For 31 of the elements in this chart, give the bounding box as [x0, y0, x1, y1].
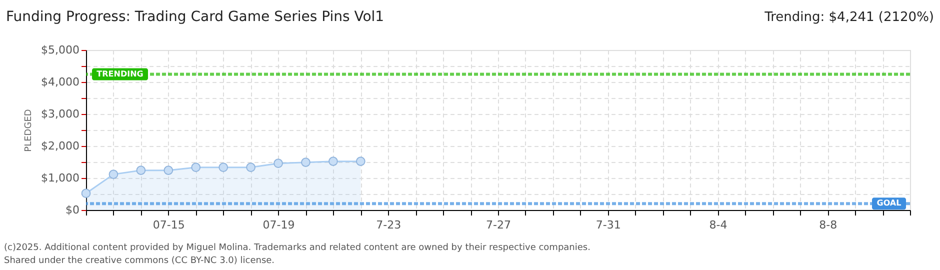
y-tick-label: $1,000 — [41, 172, 80, 184]
x-tick-label: 8-8 — [819, 218, 838, 232]
text: Shared under the creative commons (CC BY-NC 3.0) license. — [4, 256, 275, 266]
x-tick-label: 7-31 — [596, 218, 621, 232]
y-axis-title: PLEDGED — [24, 109, 34, 152]
point — [108, 170, 118, 179]
point — [356, 156, 366, 166]
x-tick-label: 07-15 — [152, 218, 185, 232]
chart-title: Funding Progress: Trading Card Game Series Pins Vol1 — [6, 9, 384, 25]
point — [218, 162, 228, 172]
y-tick-label: $2,000 — [41, 140, 80, 152]
point — [81, 188, 91, 198]
point — [164, 166, 174, 175]
text: (c)2025. Additional content provided by Miguel Molina. Trademarks and related content are owned by their respective companies. — [4, 243, 590, 253]
text: Trending: $4,241 (2120%) — [764, 10, 934, 25]
point — [246, 162, 256, 172]
x-tick-label: 7-27 — [486, 218, 511, 232]
x-tick-label: 7-23 — [376, 218, 402, 232]
point — [136, 166, 146, 175]
point — [328, 156, 338, 166]
ref-line-label: GOAL — [876, 198, 902, 208]
y-tick-label: $0 — [66, 204, 80, 216]
ref-line-label: TRENDING — [96, 69, 144, 78]
y-tick-label: $4,000 — [41, 76, 80, 88]
point — [301, 158, 310, 167]
x-tick-label: 8-4 — [709, 218, 728, 232]
x-tick-label: 07-19 — [262, 218, 295, 232]
point — [274, 158, 283, 168]
y-tick-label: $5,000 — [41, 44, 80, 56]
y-tick-label: $3,000 — [41, 108, 80, 120]
point — [191, 162, 201, 172]
